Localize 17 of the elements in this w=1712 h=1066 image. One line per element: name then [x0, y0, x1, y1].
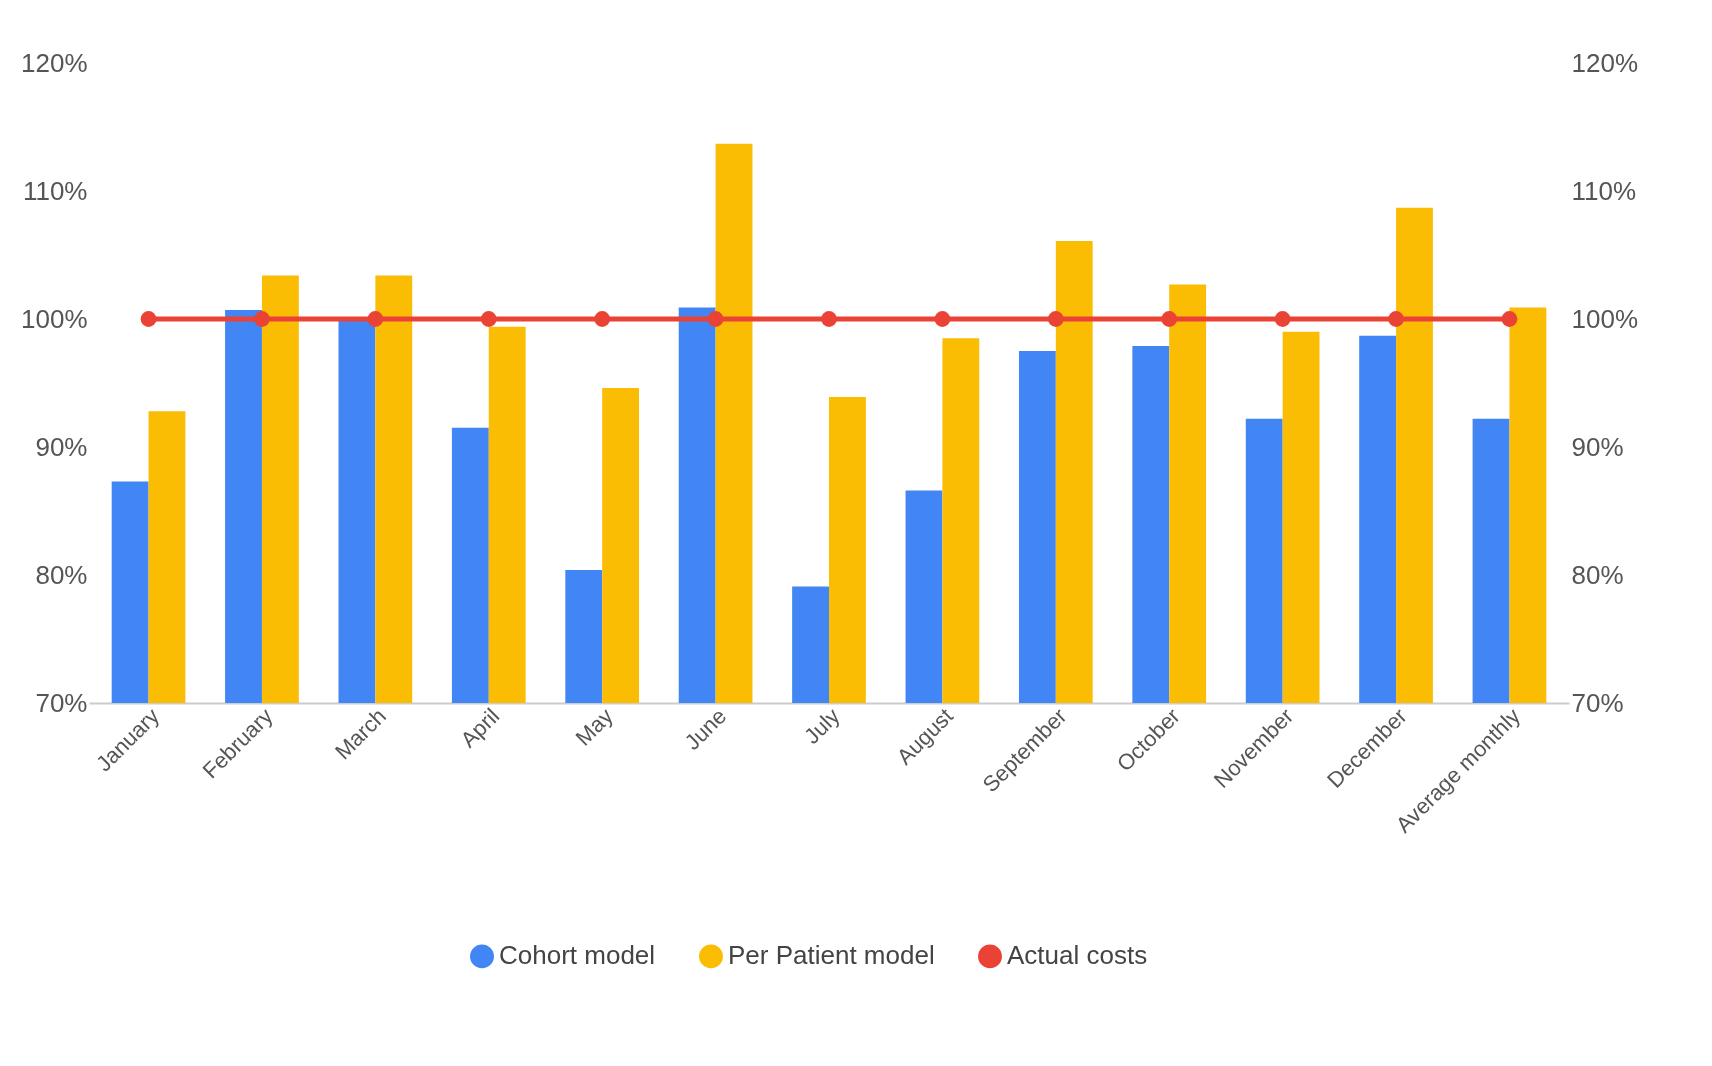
y2-tick-label: 70% [1571, 687, 1624, 718]
legend-label: Per Patient model [728, 940, 935, 971]
y-tick-label: 80% [35, 559, 88, 590]
x-tick-label: May [570, 703, 618, 751]
y-tick-label: 100% [21, 303, 88, 334]
y-tick-label: 110% [22, 175, 88, 206]
legend-label: Actual costs [1007, 940, 1148, 971]
y2-tick-label: 110% [1571, 175, 1637, 206]
y2-tick-label: 80% [1571, 559, 1624, 590]
y2-tick-label: 100% [1571, 303, 1638, 334]
y2-tick-label: 90% [1571, 431, 1624, 462]
y-tick-label: 70% [35, 687, 88, 718]
y-tick-label: 90% [35, 431, 88, 462]
x-tick-label: July [799, 703, 845, 749]
y2-tick-label: 120% [1571, 47, 1638, 78]
y-tick-label: 120% [21, 47, 88, 78]
legend-label: Cohort model [499, 940, 656, 971]
